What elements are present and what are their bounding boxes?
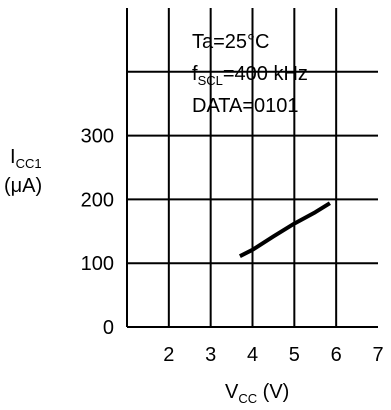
series-line-1	[238, 201, 331, 258]
annotation-frequency: fSCL=400 kHz	[192, 63, 308, 88]
annotation-temperature: Ta=25°C	[192, 31, 270, 53]
plot-frame	[126, 8, 378, 328]
y-tick-label-300: 300	[81, 126, 114, 148]
x-tick-label-4: 4	[247, 344, 258, 366]
x-tick-label-3: 3	[205, 344, 216, 366]
x-tick-label-6: 6	[331, 344, 342, 366]
x-axis-label: VCC (V)	[225, 381, 289, 406]
x-tick-label-5: 5	[289, 344, 300, 366]
y-tick-label-0: 0	[103, 317, 114, 339]
x-tick-label-2: 2	[163, 344, 174, 366]
y-axis-label: ICC1	[10, 146, 42, 171]
y-axis-unit: (μA)	[4, 175, 42, 197]
annotation-data: DATA=0101	[192, 95, 299, 117]
y-tick-label-200: 200	[81, 189, 114, 211]
x-tick-label-7: 7	[372, 344, 383, 366]
grid	[127, 8, 378, 327]
series-layer	[238, 201, 331, 258]
tick-labels: 2 3 4 5 6 7 0 100 200 300	[81, 126, 384, 366]
y-tick-label-100: 100	[81, 253, 114, 275]
